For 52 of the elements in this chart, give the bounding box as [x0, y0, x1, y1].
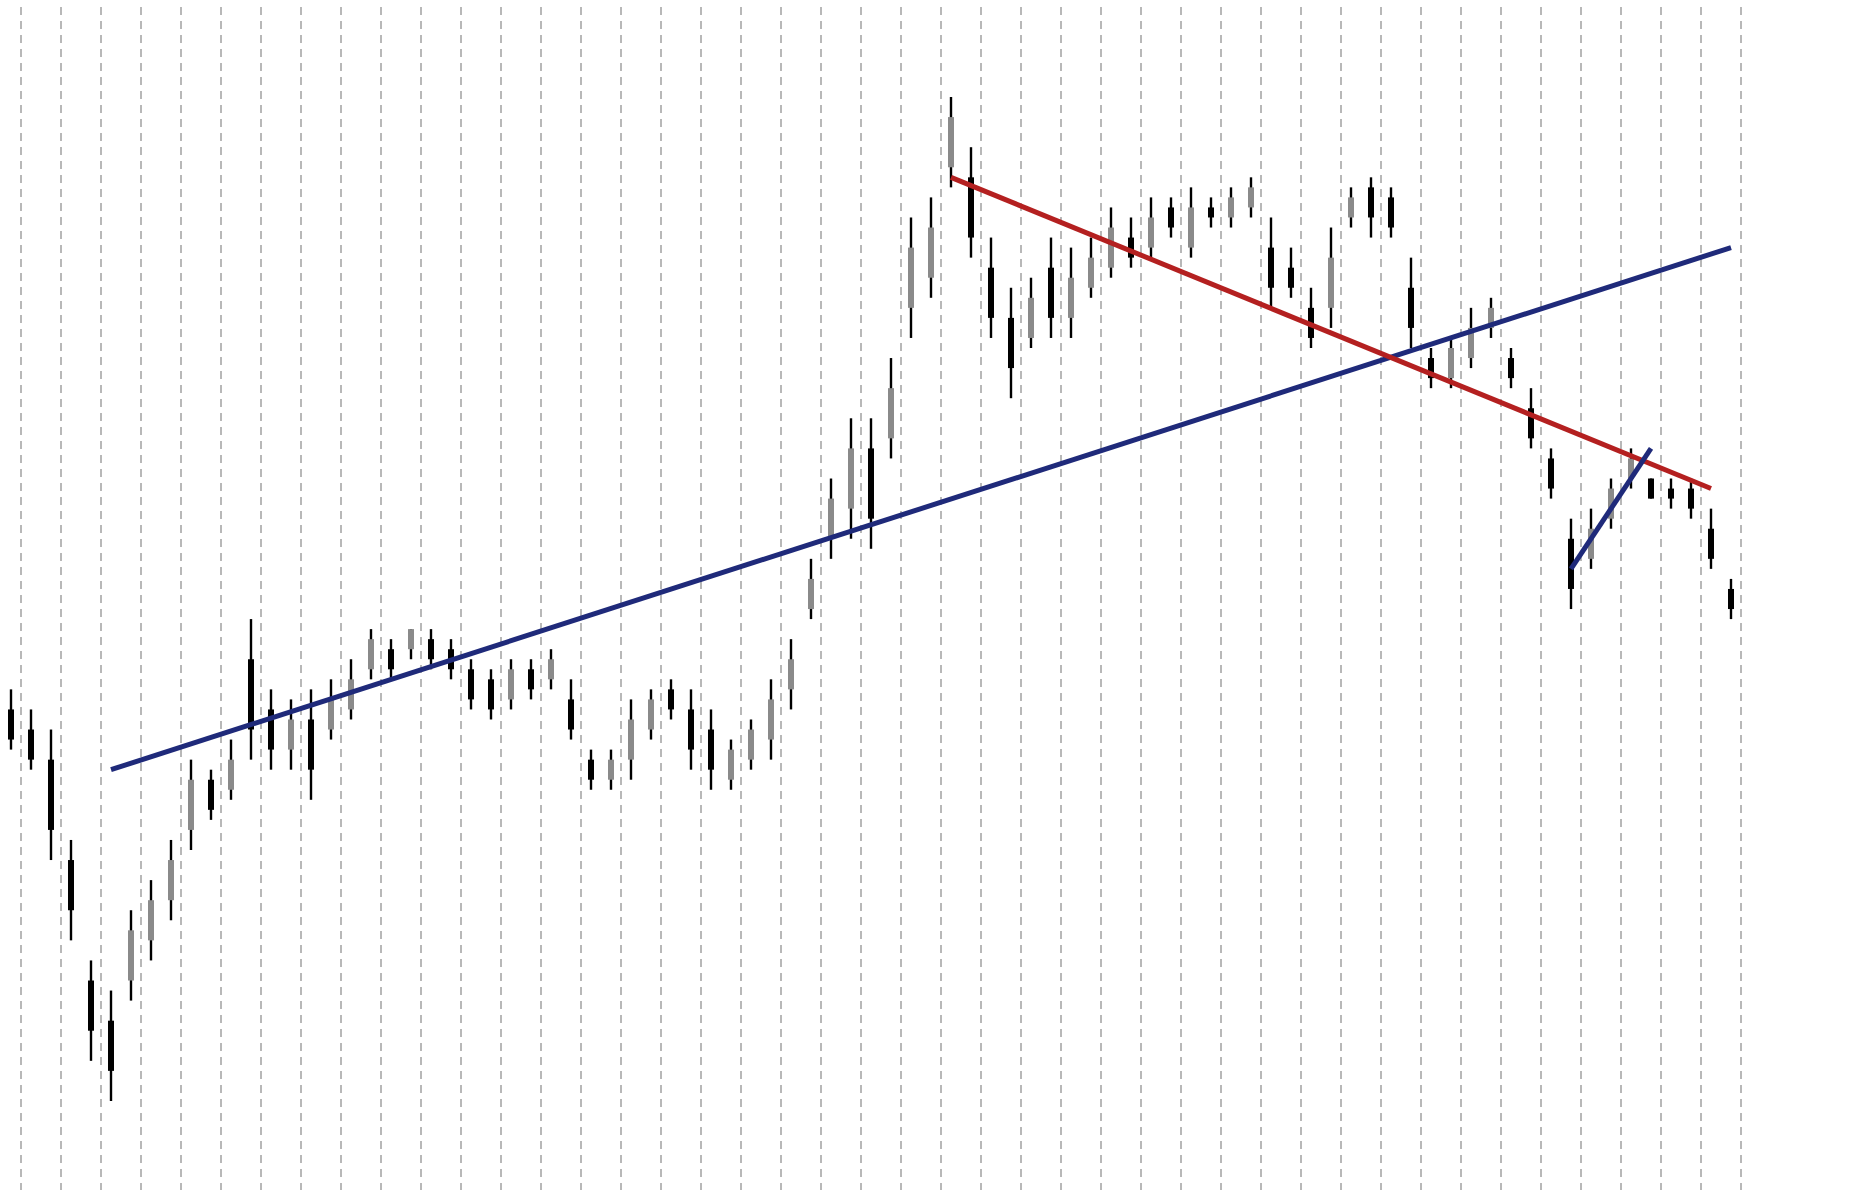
candlestick [208, 768, 214, 822]
candlestick [568, 678, 574, 741]
candlestick [588, 748, 594, 791]
candlestick [1228, 186, 1234, 229]
candlestick [1688, 477, 1694, 520]
candlestick [768, 678, 774, 761]
candlestick [1368, 176, 1374, 239]
candlestick [408, 627, 414, 661]
candlestick [1508, 346, 1514, 390]
candlestick [368, 627, 374, 681]
candlestick [608, 748, 614, 791]
candlestick [388, 637, 394, 681]
candlestick [1288, 246, 1294, 299]
candlestick [1248, 176, 1254, 219]
candlestick [1708, 507, 1714, 571]
candlestick [508, 658, 514, 711]
candlestick [1668, 477, 1674, 510]
candlestick [688, 688, 694, 771]
candlestick [1408, 256, 1414, 350]
candlestick [548, 648, 554, 691]
candlestick [1728, 577, 1734, 621]
candlestick [1548, 447, 1554, 500]
candlestick [1028, 276, 1034, 350]
candlestick [1448, 336, 1454, 390]
candlestick [1088, 236, 1094, 299]
candlestick [28, 708, 34, 771]
candlestick [1188, 186, 1194, 259]
candlestick [748, 718, 754, 771]
candlestick [648, 688, 654, 741]
candlestick [788, 637, 794, 711]
candlestick [168, 838, 174, 922]
candlestick [1168, 196, 1174, 239]
candlestick [728, 738, 734, 791]
candlestick [1268, 216, 1274, 310]
candlestick [148, 878, 154, 962]
candlestick [808, 557, 814, 621]
candlestick [828, 477, 834, 561]
candlestick [288, 698, 294, 771]
candlestick [1068, 246, 1074, 340]
candlestick [468, 658, 474, 711]
candlestick [328, 678, 334, 741]
candlestick [1208, 196, 1214, 229]
candlestick [228, 738, 234, 801]
candlestick [1148, 196, 1154, 259]
candlestick [488, 668, 494, 721]
candlestick [1348, 186, 1354, 229]
candlestick [668, 678, 674, 721]
candlestick [1388, 186, 1394, 239]
candlestick [708, 708, 714, 791]
candlestick [628, 698, 634, 781]
candlestick [528, 658, 534, 701]
candlestick [8, 688, 14, 751]
